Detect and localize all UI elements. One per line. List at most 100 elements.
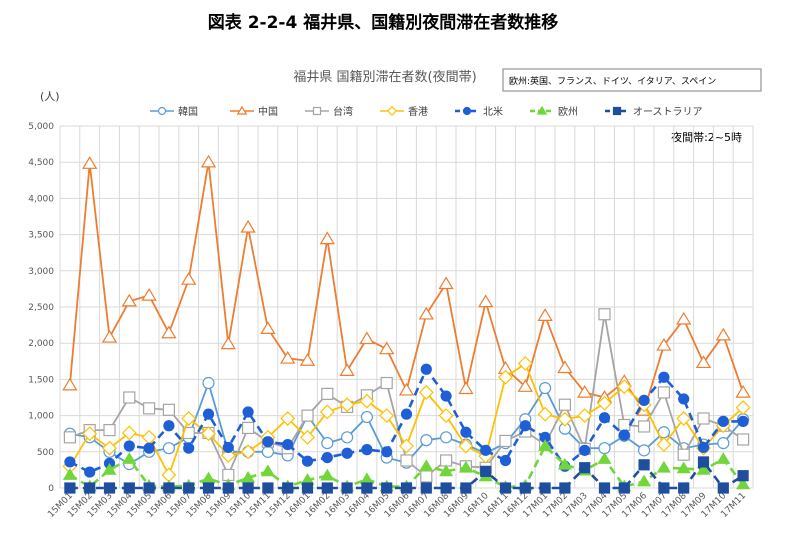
data-point <box>161 467 177 483</box>
data-point <box>103 423 116 437</box>
data-point <box>241 470 256 483</box>
data-point <box>359 393 375 409</box>
x-axis-ticks: 15M0115M0215M0315M0415M0515M0615M0715M08… <box>46 491 748 520</box>
data-point <box>715 327 731 341</box>
data-point <box>181 411 197 426</box>
data-point <box>400 408 413 420</box>
data-point <box>260 464 275 477</box>
data-point <box>282 438 294 451</box>
data-point <box>103 482 116 494</box>
data-point <box>321 451 333 464</box>
data-point <box>618 418 631 432</box>
data-point <box>656 437 672 453</box>
legend-label: オーストラリア <box>633 106 703 118</box>
y-tick-label: 0 <box>48 484 54 494</box>
data-point <box>735 384 751 398</box>
legend-item: 欧州 <box>530 105 578 118</box>
data-point <box>420 434 433 447</box>
y-tick-label: 2,500 <box>28 303 54 313</box>
data-point <box>440 431 453 444</box>
data-point <box>717 437 730 450</box>
data-point <box>598 412 611 424</box>
data-point <box>637 444 651 457</box>
data-point <box>577 384 593 398</box>
data-point <box>418 306 434 320</box>
data-point <box>597 395 612 411</box>
y-tick-label: 1,000 <box>28 412 54 422</box>
data-point <box>399 438 414 454</box>
figure-title: 図表 2-2-4 福井県、国籍別夜間滞在者数推移 <box>208 12 558 33</box>
legend-label: 北米 <box>483 105 503 118</box>
data-point <box>480 444 492 456</box>
data-point <box>440 454 453 467</box>
data-point <box>618 429 630 441</box>
y-tick-label: 500 <box>37 448 54 458</box>
data-point <box>121 425 137 441</box>
y-axis-label: (人) <box>40 90 60 103</box>
data-point <box>598 442 611 455</box>
data-point <box>736 477 751 490</box>
data-point <box>557 360 573 374</box>
data-point <box>498 369 513 385</box>
note-box-frame <box>502 68 762 92</box>
data-point <box>202 376 215 390</box>
y-tick-label: 3,500 <box>28 231 54 241</box>
data-point <box>282 482 294 494</box>
legend-marker <box>236 105 248 115</box>
data-point <box>418 384 434 400</box>
data-point <box>579 462 591 474</box>
data-point <box>558 398 572 411</box>
data-point <box>242 406 254 418</box>
data-point <box>301 409 314 422</box>
legend-item: 北米 <box>455 105 503 118</box>
data-point <box>341 482 353 494</box>
data-point <box>163 482 175 494</box>
data-point <box>736 433 750 446</box>
data-point <box>538 381 552 395</box>
data-point <box>183 482 195 494</box>
data-point <box>102 440 117 456</box>
data-point <box>519 482 531 494</box>
data-point <box>102 462 117 475</box>
data-point <box>202 408 215 420</box>
legend-item: 中国 <box>230 105 278 118</box>
legend-item: 韓国 <box>150 106 198 118</box>
annotation-night-hours: 夜間帯:2~5時 <box>671 130 742 144</box>
data-point <box>478 294 494 308</box>
data-point <box>123 391 136 404</box>
data-point <box>598 482 611 494</box>
data-point <box>400 482 413 494</box>
legend-label: 香港 <box>408 106 428 118</box>
data-point <box>162 442 175 455</box>
data-point <box>123 440 135 452</box>
data-point <box>339 397 355 413</box>
y-tick-label: 4,500 <box>28 158 54 168</box>
data-point <box>62 377 78 391</box>
data-point <box>598 308 611 321</box>
data-point <box>301 455 314 467</box>
y-tick-label: 5,000 <box>28 122 54 132</box>
data-point <box>717 482 729 494</box>
note-box: 欧州:英国、フランス、ドイツ、イタリア、スペイン <box>502 68 762 92</box>
data-point <box>359 331 375 345</box>
data-point <box>381 446 393 458</box>
data-point <box>123 482 135 494</box>
data-point <box>62 468 77 480</box>
data-point <box>658 371 670 383</box>
data-point <box>420 470 433 483</box>
data-point <box>220 447 236 463</box>
data-point <box>380 376 393 390</box>
data-point <box>400 454 413 467</box>
data-point <box>143 402 156 415</box>
data-point <box>183 442 195 454</box>
legend-marker <box>157 106 167 116</box>
data-point <box>480 465 492 477</box>
data-point <box>240 219 256 233</box>
legend-label: 欧州 <box>558 106 578 118</box>
legend-marker <box>536 105 548 115</box>
data-point <box>735 400 751 416</box>
data-point <box>517 356 533 371</box>
data-point <box>361 444 373 456</box>
legend-marker <box>386 105 398 117</box>
